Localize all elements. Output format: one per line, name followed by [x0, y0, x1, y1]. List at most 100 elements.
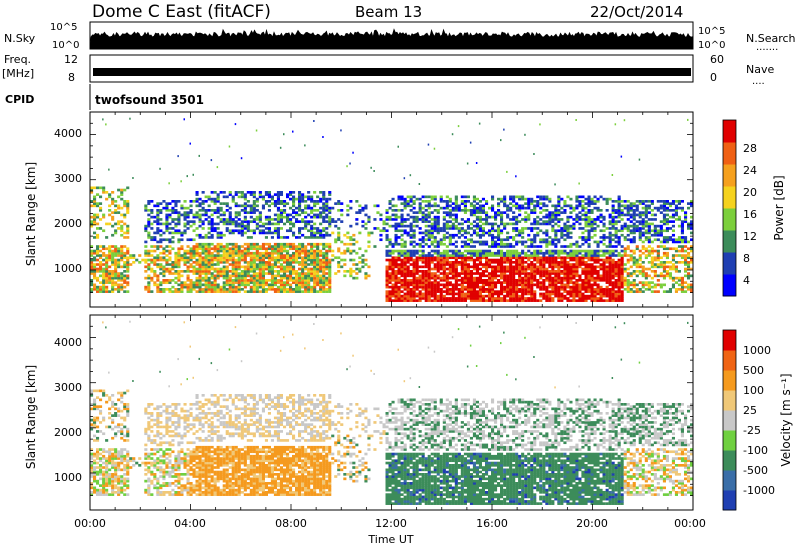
power-cell	[162, 250, 165, 253]
power-cell	[162, 247, 165, 250]
power-cell	[461, 297, 464, 300]
power-cell	[497, 238, 500, 241]
power-cell	[563, 200, 566, 203]
power-cell	[214, 275, 217, 278]
power-cell	[452, 270, 455, 273]
power-cell	[491, 205, 494, 208]
power-cell	[232, 250, 235, 253]
power-cell	[491, 270, 494, 273]
power-cell	[591, 286, 594, 289]
power-cell	[99, 275, 102, 278]
power-cell	[585, 275, 588, 278]
power-cell	[482, 218, 485, 221]
power-cell	[416, 218, 419, 221]
power-cell	[512, 198, 515, 201]
power-cell	[262, 266, 265, 269]
power-cell	[627, 200, 630, 203]
power-cell	[491, 275, 494, 278]
power-cell	[494, 259, 497, 262]
power-cell	[618, 290, 621, 293]
power-cell	[446, 245, 449, 248]
power-cell	[177, 218, 180, 221]
power-cell	[289, 198, 292, 201]
power-cell	[307, 286, 310, 289]
power-cell	[458, 288, 461, 291]
power-cell	[431, 299, 434, 302]
power-cell	[343, 259, 346, 262]
power-cell	[527, 214, 530, 217]
power-cell	[530, 270, 533, 273]
power-cell	[645, 268, 648, 271]
power-cell	[461, 252, 464, 255]
power-cell	[509, 259, 512, 262]
power-cell	[316, 196, 319, 199]
power-cell	[268, 229, 271, 232]
power-cell	[527, 250, 530, 253]
power-cell	[144, 250, 147, 253]
power-cell	[247, 279, 250, 282]
power-cell	[292, 234, 295, 237]
power-cell	[645, 277, 648, 280]
power-cell	[340, 241, 343, 244]
power-cell	[413, 202, 416, 205]
power-cell	[217, 245, 220, 248]
power-cell	[461, 281, 464, 284]
power-cell	[313, 270, 316, 273]
power-cell	[485, 202, 488, 205]
power-cell	[410, 234, 413, 237]
power-cell	[250, 245, 253, 248]
power-cell	[479, 211, 482, 214]
power-cell	[431, 234, 434, 237]
power-cell	[581, 293, 584, 296]
power-cell	[560, 229, 563, 232]
power-cell	[298, 202, 301, 205]
power-cell	[461, 270, 464, 273]
power-cell	[473, 261, 476, 264]
power-cell	[395, 266, 398, 269]
power-cell	[476, 223, 479, 226]
power-cell	[367, 234, 370, 237]
power-cell	[443, 211, 446, 214]
power-cell	[180, 205, 183, 208]
power-cell	[639, 238, 642, 241]
power-cell	[349, 225, 352, 228]
power-cell	[560, 256, 563, 259]
power-cell	[168, 238, 171, 241]
power-cell	[476, 254, 479, 257]
power-cell	[443, 200, 446, 203]
power-cell	[443, 270, 446, 273]
power-cell	[259, 193, 262, 196]
power-cell	[156, 223, 159, 226]
power-cell	[425, 229, 428, 232]
power-cell	[545, 196, 548, 199]
power-cell	[545, 268, 548, 271]
power-cell	[566, 275, 569, 278]
power-cell	[244, 193, 247, 196]
power-cell	[591, 198, 594, 201]
power-cell	[102, 245, 105, 248]
power-cell	[606, 259, 609, 262]
power-cell	[199, 270, 202, 273]
power-cell	[262, 205, 265, 208]
power-cell	[99, 286, 102, 289]
power-cell	[310, 250, 313, 253]
power-cell	[150, 268, 153, 271]
power-cell	[190, 270, 193, 273]
power-cell	[202, 266, 205, 269]
power-cell	[202, 227, 205, 230]
power-cell	[497, 202, 500, 205]
power-cell	[548, 223, 551, 226]
power-cell	[196, 191, 199, 194]
power-cell	[455, 234, 458, 237]
power-cell	[419, 202, 422, 205]
power-cell	[105, 223, 108, 226]
power-cell	[624, 270, 627, 273]
power-cell	[410, 209, 413, 212]
power-cell	[621, 286, 624, 289]
power-cell	[518, 198, 521, 201]
power-cell	[401, 254, 404, 257]
power-cell	[491, 238, 494, 241]
power-cell	[99, 290, 102, 293]
power-cell	[524, 297, 527, 300]
power-cell	[479, 268, 482, 271]
